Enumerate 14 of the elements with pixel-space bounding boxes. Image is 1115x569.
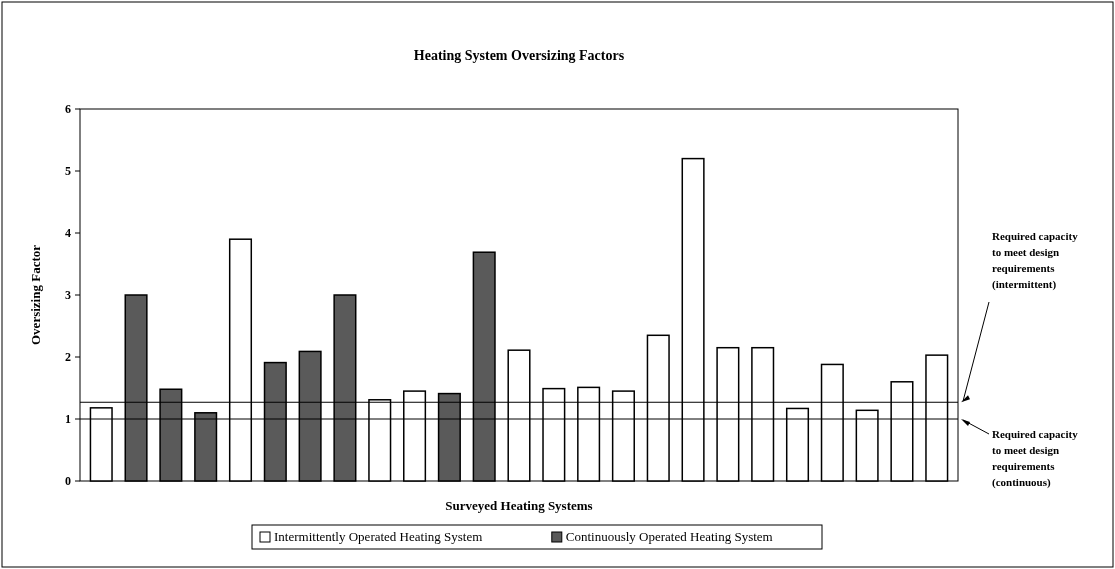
y-tick-label: 4 xyxy=(65,226,71,241)
legend-label: Intermittently Operated Heating System xyxy=(274,529,483,544)
y-tick-label: 3 xyxy=(65,288,71,303)
y-tick-label: 1 xyxy=(65,412,71,427)
legend-label: Continuously Operated Heating System xyxy=(565,529,773,544)
ref-line-label: Required capacity to meet design requirements (continuous) xyxy=(992,428,1079,489)
y-axis-title: Oversizing Factor xyxy=(28,244,43,345)
chart-title: Heating System Oversizing Factors xyxy=(413,48,625,63)
x-axis-title: Surveyed Heating Systems xyxy=(445,498,593,513)
y-tick-label: 6 xyxy=(65,102,71,117)
y-tick-label: 2 xyxy=(65,350,71,365)
ref-line-label: Required capacity to meet design requirements (intermittent) xyxy=(992,230,1079,291)
y-tick-label: 5 xyxy=(65,164,71,179)
y-tick-label: 0 xyxy=(65,474,71,489)
